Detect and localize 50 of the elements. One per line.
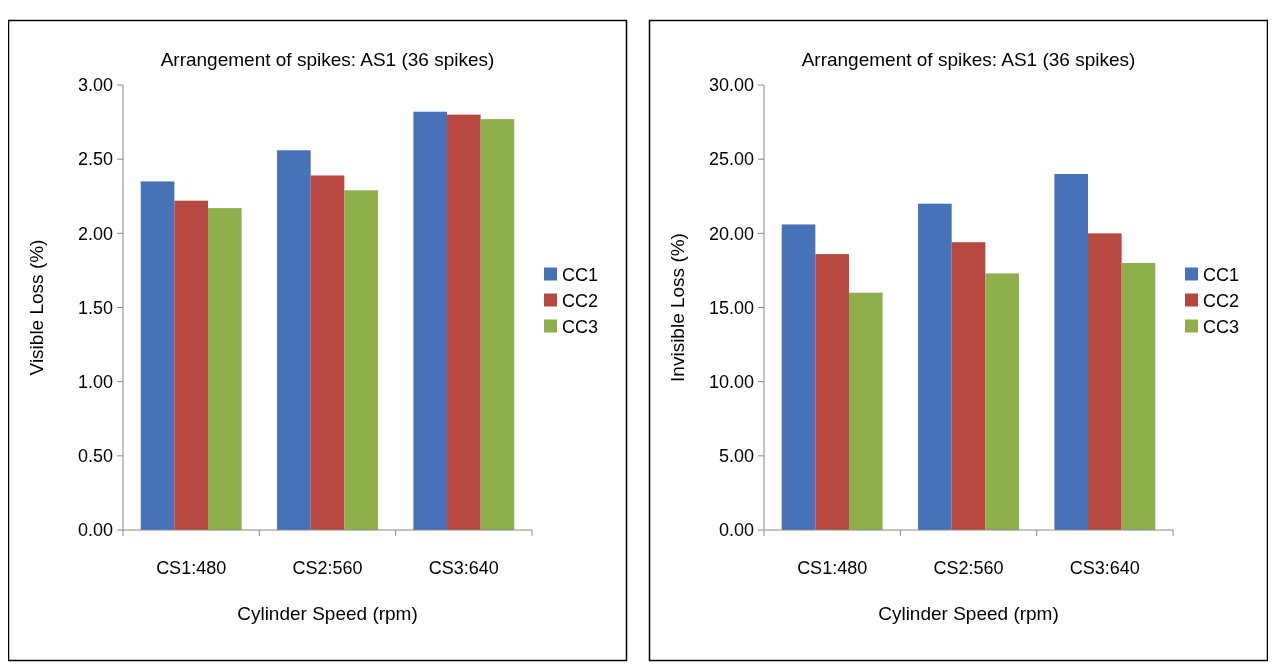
x-axis-title: Cylinder Speed (rpm)	[237, 603, 418, 624]
y-tick-label: 5.00	[718, 446, 754, 467]
chart-title: Arrangement of spikes: AS1 (36 spikes)	[160, 49, 495, 70]
bar	[951, 242, 986, 530]
x-tick-label: CS1:480	[156, 558, 227, 578]
y-tick-label: 3.00	[77, 75, 113, 96]
bar	[480, 119, 515, 530]
bar	[985, 273, 1019, 530]
bar	[447, 114, 481, 530]
y-tick-label: 30.00	[708, 75, 754, 96]
bar	[413, 111, 448, 530]
bar	[310, 175, 345, 530]
x-tick-label: CS1:480	[797, 558, 868, 578]
x-axis-title: Cylinder Speed (rpm)	[878, 603, 1059, 624]
x-tick-label: CS3:640	[1069, 558, 1140, 578]
chart-title: Arrangement of spikes: AS1 (36 spikes)	[801, 49, 1136, 70]
y-axis-title: Invisible Loss (%)	[667, 233, 688, 382]
bar	[344, 190, 378, 530]
legend-label: CC3	[562, 316, 599, 337]
x-tick-label: CS2:560	[933, 558, 1004, 578]
x-tick-label: CS2:560	[292, 558, 363, 578]
y-tick-label: 1.00	[77, 371, 113, 392]
legend-label: CC2	[1203, 290, 1240, 311]
bar	[140, 181, 175, 530]
bar	[781, 224, 816, 530]
y-tick-label: 2.00	[77, 223, 113, 244]
y-axis-title: Visible Loss (%)	[26, 239, 47, 376]
bar	[918, 203, 952, 530]
y-tick-label: 25.00	[708, 149, 754, 170]
y-tick-label: 0.00	[718, 520, 754, 541]
y-tick-label: 1.50	[77, 297, 113, 318]
bar	[1088, 233, 1122, 530]
bar	[277, 150, 311, 530]
legend-label: CC3	[1203, 316, 1240, 337]
y-tick-label: 2.50	[77, 149, 113, 170]
legend-label: CC1	[562, 264, 599, 285]
legend-label: CC1	[1203, 264, 1240, 285]
y-tick-label: 20.00	[708, 223, 754, 244]
bar	[848, 292, 883, 530]
bar	[815, 254, 849, 530]
y-tick-label: 0.50	[77, 446, 113, 467]
legend-label: CC2	[562, 290, 599, 311]
bar	[207, 208, 242, 530]
y-tick-label: 10.00	[708, 371, 754, 392]
x-tick-label: CS3:640	[428, 558, 499, 578]
y-tick-label: 15.00	[708, 297, 754, 318]
y-tick-label: 0.00	[77, 520, 113, 541]
bar	[1054, 174, 1089, 530]
bar	[174, 200, 208, 530]
bar	[1121, 263, 1156, 530]
